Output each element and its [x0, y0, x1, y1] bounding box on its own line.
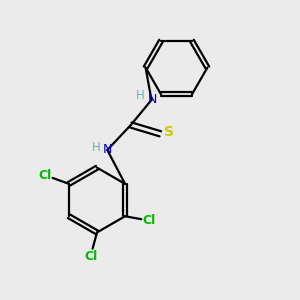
Text: H: H [92, 141, 100, 154]
Text: H: H [136, 89, 145, 102]
Text: Cl: Cl [38, 169, 51, 182]
Text: N: N [103, 143, 112, 157]
Text: S: S [164, 125, 174, 139]
Text: Cl: Cl [84, 250, 97, 263]
Text: Cl: Cl [142, 214, 156, 227]
Text: N: N [147, 93, 157, 106]
